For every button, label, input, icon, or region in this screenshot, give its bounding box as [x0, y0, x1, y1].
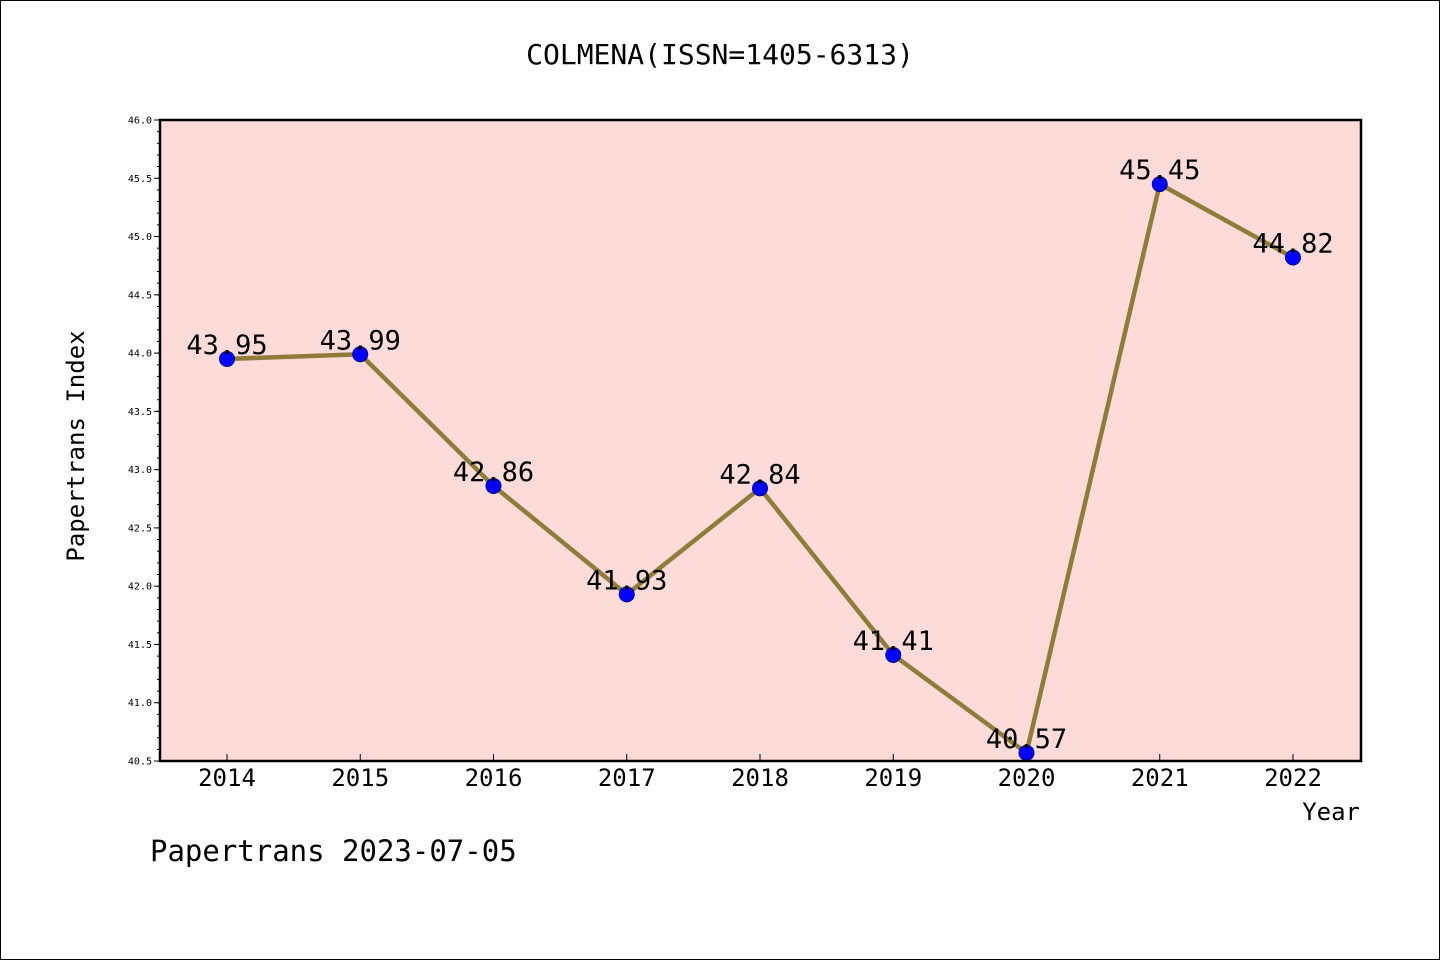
- x-axis-label: Year: [1302, 798, 1360, 826]
- x-tick-label: 2018: [731, 764, 789, 792]
- chart-title: COLMENA(ISSN=1405-6313): [526, 38, 914, 71]
- data-point: [618, 586, 635, 603]
- data-point: [219, 350, 235, 367]
- data-label: 41.41: [853, 626, 934, 657]
- y-tick-label: 46.0: [128, 116, 152, 127]
- plot-area: [160, 120, 1361, 761]
- data-label: 42.86: [453, 457, 534, 488]
- y-tick-label: 42.0: [128, 582, 152, 593]
- data-label: 43.99: [320, 325, 401, 356]
- data-point: [352, 346, 369, 363]
- data-point: [1285, 249, 1301, 266]
- y-tick-label: 42.5: [128, 523, 152, 534]
- y-tick-label: 41.0: [128, 698, 152, 709]
- y-tick-label: 45.5: [128, 174, 152, 185]
- y-tick-label: 45.0: [128, 232, 152, 243]
- x-tick-label: 2020: [998, 764, 1056, 792]
- y-tick-label: 43.0: [128, 465, 152, 476]
- x-tick-label: 2017: [598, 764, 656, 792]
- x-tick-label: 2019: [864, 764, 922, 792]
- data-label: 44.82: [1252, 229, 1333, 260]
- x-tick-label: 2022: [1264, 764, 1322, 792]
- data-label: 42.84: [719, 459, 800, 490]
- data-point: [485, 477, 502, 494]
- plot-border: [158, 118, 1363, 763]
- y-tick-label: 43.5: [128, 407, 152, 418]
- data-label: 41.93: [586, 565, 667, 596]
- y-tick-label: 40.5: [128, 757, 152, 768]
- data-label: 40.57: [986, 724, 1067, 755]
- y-axis-label: Papertrans Index: [62, 330, 90, 561]
- footer-watermark: Papertrans 2023-07-05: [150, 834, 517, 868]
- x-tick-label: 2015: [331, 764, 389, 792]
- x-tick-label: 2016: [465, 764, 523, 792]
- x-tick-label: 2014: [198, 764, 256, 792]
- x-axis-ticks: 2014 2015 2016 2017 2018 2019 2020 2021 2022: [198, 754, 1322, 792]
- y-tick-label: 41.5: [128, 640, 152, 651]
- data-label: 45.45: [1119, 155, 1200, 186]
- series-layer: 43.95 43.99 42.86 41.93 42.84 41.41 40.57 45.45…: [186, 155, 1334, 761]
- data-point: [1151, 176, 1168, 193]
- data-label: 43.95: [186, 330, 267, 361]
- y-tick-label: 44.0: [128, 349, 152, 360]
- x-tick-label: 2021: [1131, 764, 1189, 792]
- data-point: [752, 480, 768, 497]
- data-point: [885, 646, 902, 663]
- y-tick-label: 44.5: [128, 290, 152, 301]
- y-axis-ticks: 40.5 41.0 41.5 42.0 42.5 43.0 43.5 44.0 44.5 45.0…: [128, 116, 160, 768]
